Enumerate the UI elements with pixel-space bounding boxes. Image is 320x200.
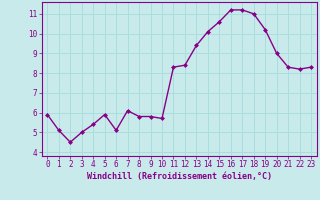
X-axis label: Windchill (Refroidissement éolien,°C): Windchill (Refroidissement éolien,°C) <box>87 172 272 181</box>
